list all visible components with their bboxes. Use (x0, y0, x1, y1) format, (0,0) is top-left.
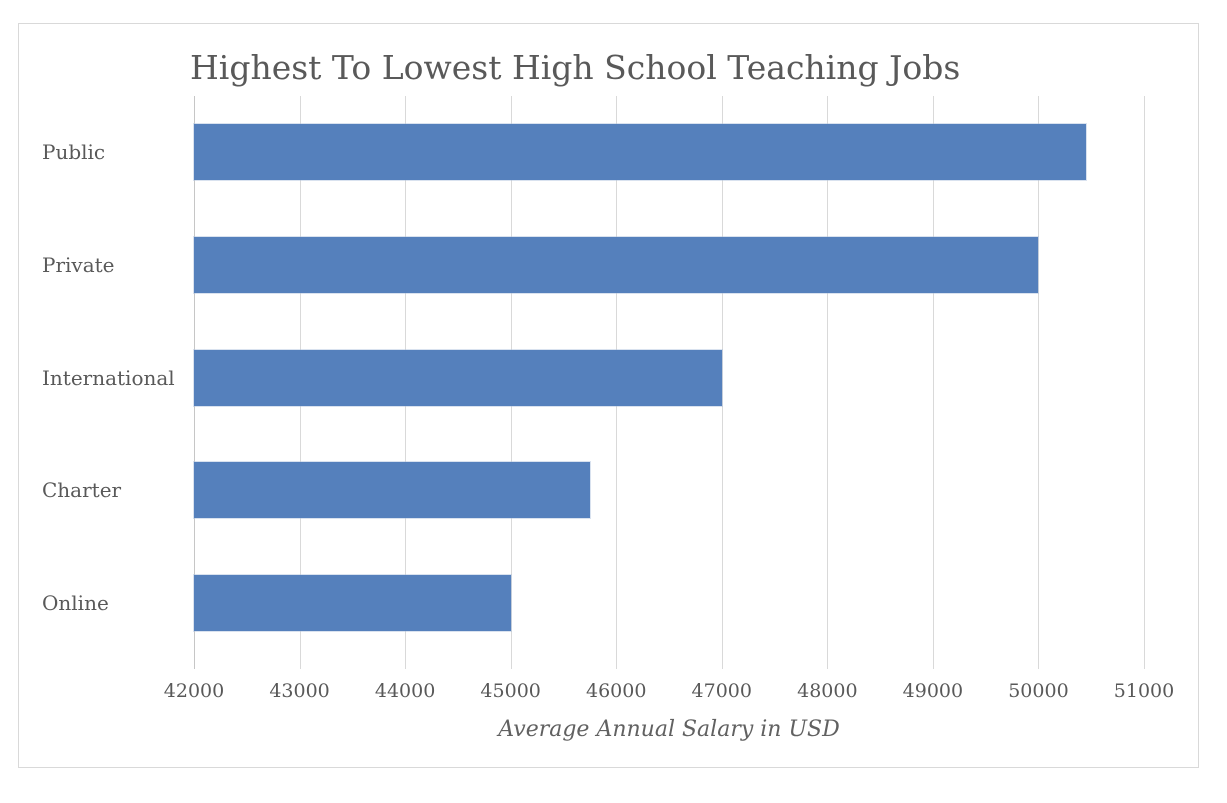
category-label-public: Public (42, 140, 106, 165)
gridline (827, 96, 829, 669)
x-tick-label: 51000 (1113, 680, 1175, 702)
bar-online (194, 574, 511, 631)
x-axis-title: Average Annual Salary in USD (498, 717, 840, 742)
x-tick-label: 47000 (691, 680, 752, 702)
gridline (932, 96, 934, 669)
x-tick-label: 45000 (480, 680, 541, 702)
gridline (1144, 96, 1145, 669)
x-tick-label: 44000 (374, 680, 436, 702)
bar-public (194, 124, 1086, 181)
bar-international (194, 349, 722, 406)
category-label-charter: Charter (42, 478, 122, 503)
chart-container: Highest To Lowest High School Teaching J… (18, 23, 1199, 768)
gridline (1038, 96, 1040, 669)
x-tick-label: 48000 (797, 680, 858, 702)
plot-area: 42000 43000 44000 45000 46000 47000 48000 49000… (19, 24, 1198, 767)
x-tick-label: 50000 (1008, 680, 1069, 702)
x-tick-label: 42000 (163, 680, 225, 702)
bar-private (194, 236, 1039, 293)
category-label-online: Online (42, 590, 109, 615)
category-label-international: International (42, 365, 175, 390)
x-tick-label: 49000 (902, 680, 964, 702)
chart-title: Highest To Lowest High School Teaching J… (190, 48, 961, 87)
category-label-private: Private (42, 252, 115, 277)
bar-charter (194, 462, 590, 519)
x-tick-label: 46000 (585, 680, 647, 702)
gridline (721, 96, 723, 669)
x-tick-label: 43000 (269, 680, 330, 702)
